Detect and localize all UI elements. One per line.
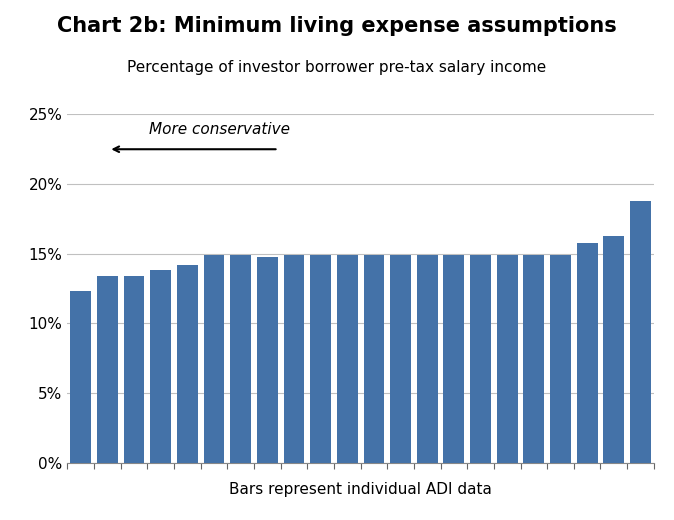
Bar — [550, 255, 571, 463]
Bar — [337, 255, 358, 463]
Bar — [284, 255, 305, 463]
X-axis label: Bars represent individual ADI data: Bars represent individual ADI data — [229, 482, 492, 497]
Bar — [204, 255, 224, 463]
Bar — [470, 255, 491, 463]
Bar — [310, 255, 331, 463]
Bar — [177, 265, 197, 463]
Bar — [497, 255, 518, 463]
Text: More conservative: More conservative — [150, 122, 290, 137]
Bar — [603, 236, 624, 463]
Bar — [257, 256, 278, 463]
Bar — [417, 255, 437, 463]
Bar — [70, 291, 91, 463]
Bar — [630, 201, 651, 463]
Text: Percentage of investor borrower pre-tax salary income: Percentage of investor borrower pre-tax … — [127, 60, 547, 75]
Text: Chart 2b: Minimum living expense assumptions: Chart 2b: Minimum living expense assumpt… — [57, 16, 617, 35]
Bar — [363, 255, 384, 463]
Bar — [123, 276, 144, 463]
Bar — [390, 255, 411, 463]
Bar — [97, 276, 118, 463]
Bar — [577, 243, 598, 463]
Bar — [231, 255, 251, 463]
Bar — [524, 255, 544, 463]
Bar — [443, 255, 464, 463]
Bar — [150, 270, 171, 463]
